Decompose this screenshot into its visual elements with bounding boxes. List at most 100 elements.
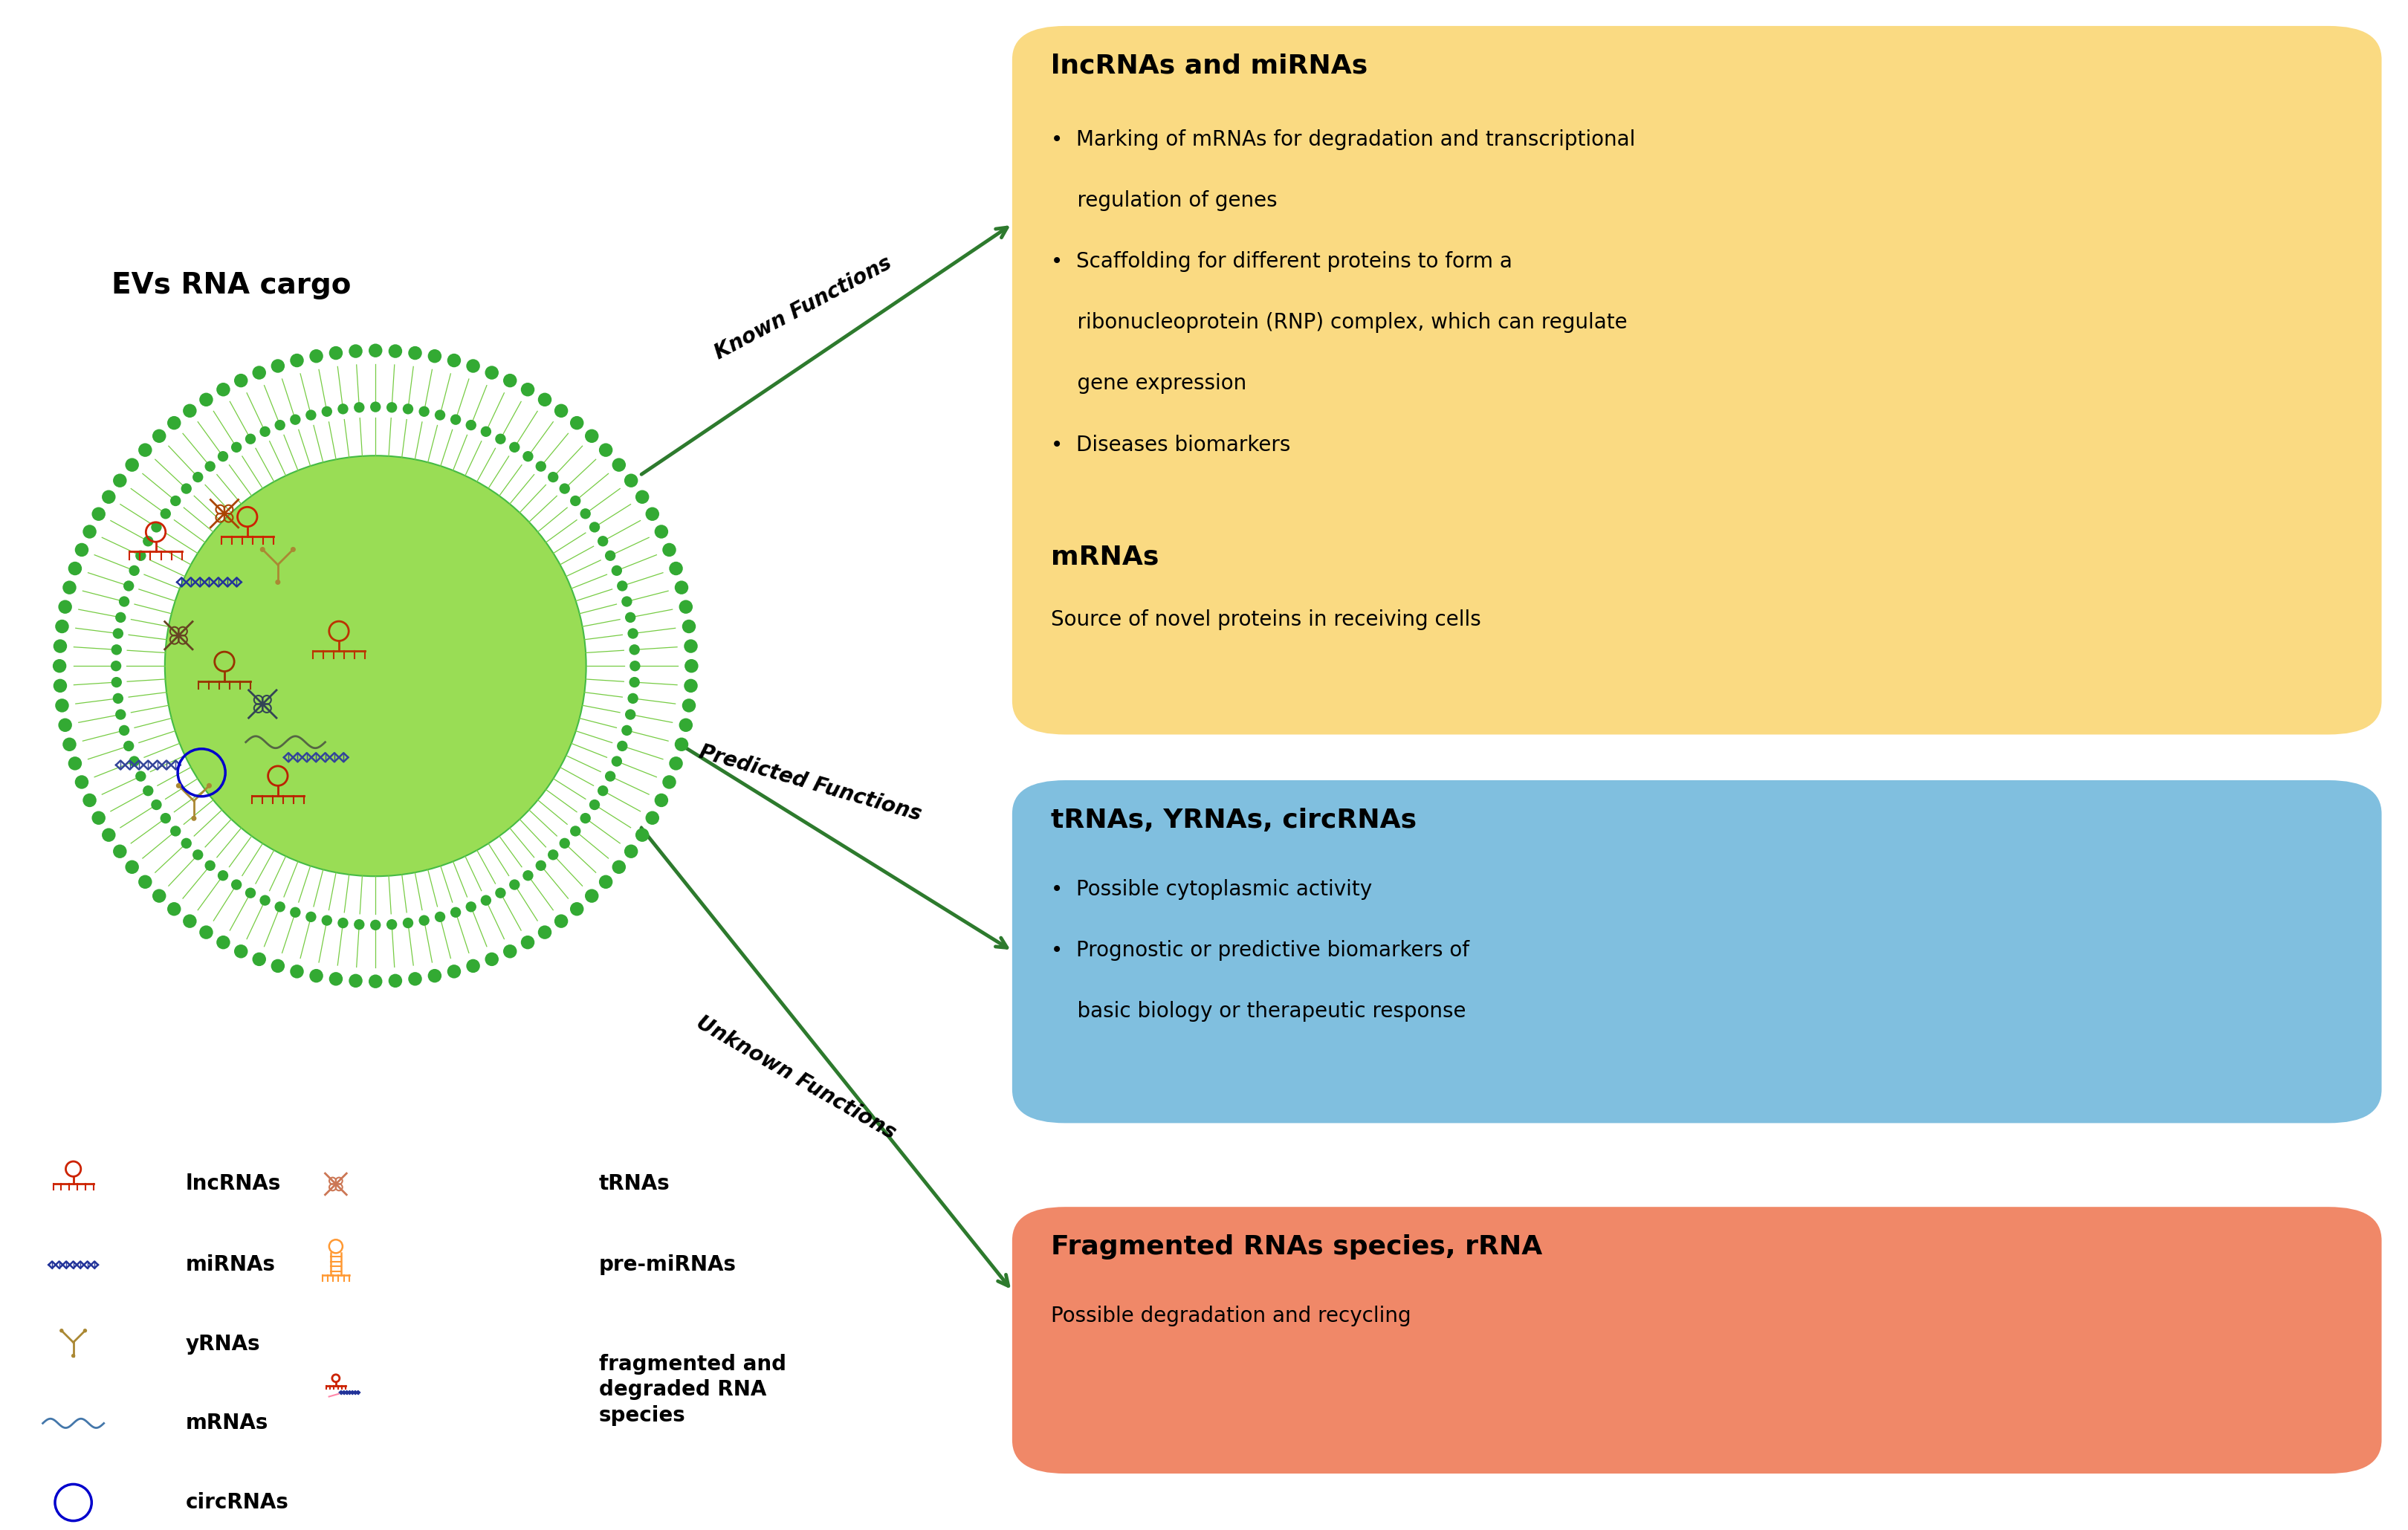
Ellipse shape (200, 393, 212, 407)
Ellipse shape (419, 405, 429, 416)
Ellipse shape (137, 875, 152, 889)
Ellipse shape (604, 771, 616, 782)
Ellipse shape (306, 410, 315, 421)
Ellipse shape (152, 799, 161, 809)
Ellipse shape (217, 935, 231, 949)
Ellipse shape (645, 506, 660, 520)
Ellipse shape (662, 776, 677, 789)
Ellipse shape (82, 1328, 87, 1333)
FancyBboxPatch shape (1011, 780, 2382, 1123)
Ellipse shape (612, 860, 626, 874)
Text: ribonucleoprotein (RNP) complex, which can regulate: ribonucleoprotein (RNP) complex, which c… (1050, 312, 1625, 334)
Ellipse shape (482, 427, 491, 438)
Text: fragmented and
degraded RNA
species: fragmented and degraded RNA species (600, 1354, 785, 1426)
Text: lncRNAs: lncRNAs (185, 1174, 282, 1195)
Ellipse shape (113, 845, 128, 858)
Ellipse shape (75, 543, 89, 557)
Ellipse shape (135, 551, 147, 562)
Ellipse shape (193, 849, 202, 860)
Text: •  Scaffolding for different proteins to form a: • Scaffolding for different proteins to … (1050, 251, 1512, 272)
Ellipse shape (624, 612, 636, 623)
Ellipse shape (684, 659, 698, 673)
Ellipse shape (113, 629, 123, 640)
Ellipse shape (207, 783, 212, 788)
Ellipse shape (684, 640, 698, 653)
Ellipse shape (123, 580, 135, 591)
Text: mRNAs: mRNAs (1050, 545, 1158, 569)
Ellipse shape (101, 828, 116, 842)
Ellipse shape (385, 402, 397, 413)
Ellipse shape (337, 918, 349, 929)
Ellipse shape (628, 693, 638, 704)
Ellipse shape (402, 918, 414, 929)
Text: •  Diseases biomarkers: • Diseases biomarkers (1050, 435, 1291, 454)
Ellipse shape (600, 444, 612, 457)
Ellipse shape (171, 496, 181, 506)
Ellipse shape (67, 756, 82, 770)
Ellipse shape (152, 428, 166, 442)
Ellipse shape (260, 546, 265, 552)
Ellipse shape (429, 968, 441, 982)
Ellipse shape (503, 944, 518, 958)
Ellipse shape (231, 442, 241, 453)
Ellipse shape (484, 366, 498, 379)
Ellipse shape (503, 373, 518, 387)
Ellipse shape (368, 344, 383, 358)
Ellipse shape (520, 382, 535, 396)
Text: Unknown Functions: Unknown Functions (694, 1011, 898, 1143)
Ellipse shape (433, 912, 445, 923)
Ellipse shape (624, 474, 638, 488)
Ellipse shape (92, 506, 106, 520)
Ellipse shape (217, 451, 229, 462)
Ellipse shape (402, 404, 414, 415)
Ellipse shape (354, 920, 364, 930)
Ellipse shape (655, 794, 667, 808)
Ellipse shape (496, 433, 506, 444)
Ellipse shape (231, 880, 241, 890)
Ellipse shape (289, 907, 301, 918)
Text: mRNAs: mRNAs (185, 1412, 267, 1434)
Text: Known Functions: Known Functions (710, 252, 896, 364)
Ellipse shape (537, 926, 551, 939)
Ellipse shape (580, 812, 590, 823)
Ellipse shape (161, 812, 171, 823)
Ellipse shape (600, 875, 612, 889)
Ellipse shape (246, 887, 255, 898)
Ellipse shape (275, 580, 279, 584)
Ellipse shape (320, 915, 332, 926)
Ellipse shape (200, 926, 212, 939)
Ellipse shape (234, 373, 248, 387)
Ellipse shape (289, 964, 303, 978)
Ellipse shape (152, 889, 166, 903)
Ellipse shape (111, 676, 123, 687)
Ellipse shape (371, 920, 380, 930)
Ellipse shape (289, 415, 301, 425)
Ellipse shape (621, 725, 631, 736)
Ellipse shape (308, 968, 323, 982)
Ellipse shape (580, 508, 590, 519)
Text: Source of novel proteins in receiving cells: Source of novel proteins in receiving ce… (1050, 609, 1481, 630)
FancyBboxPatch shape (1011, 1207, 2382, 1473)
Ellipse shape (554, 404, 568, 418)
Ellipse shape (253, 366, 265, 379)
Ellipse shape (679, 718, 694, 731)
Ellipse shape (260, 427, 270, 438)
Ellipse shape (448, 353, 460, 367)
Ellipse shape (621, 597, 631, 607)
Ellipse shape (612, 565, 621, 575)
Ellipse shape (388, 975, 402, 988)
Ellipse shape (571, 826, 580, 837)
Ellipse shape (419, 915, 429, 926)
Ellipse shape (616, 741, 628, 751)
Ellipse shape (636, 490, 648, 503)
Text: •  Prognostic or predictive biomarkers of: • Prognostic or predictive biomarkers of (1050, 941, 1469, 961)
Ellipse shape (371, 401, 380, 412)
Ellipse shape (612, 756, 621, 767)
Ellipse shape (118, 725, 130, 736)
Ellipse shape (217, 382, 231, 396)
Ellipse shape (684, 679, 698, 693)
Ellipse shape (67, 562, 82, 575)
Ellipse shape (496, 887, 506, 898)
Ellipse shape (125, 860, 140, 874)
Ellipse shape (559, 838, 571, 849)
